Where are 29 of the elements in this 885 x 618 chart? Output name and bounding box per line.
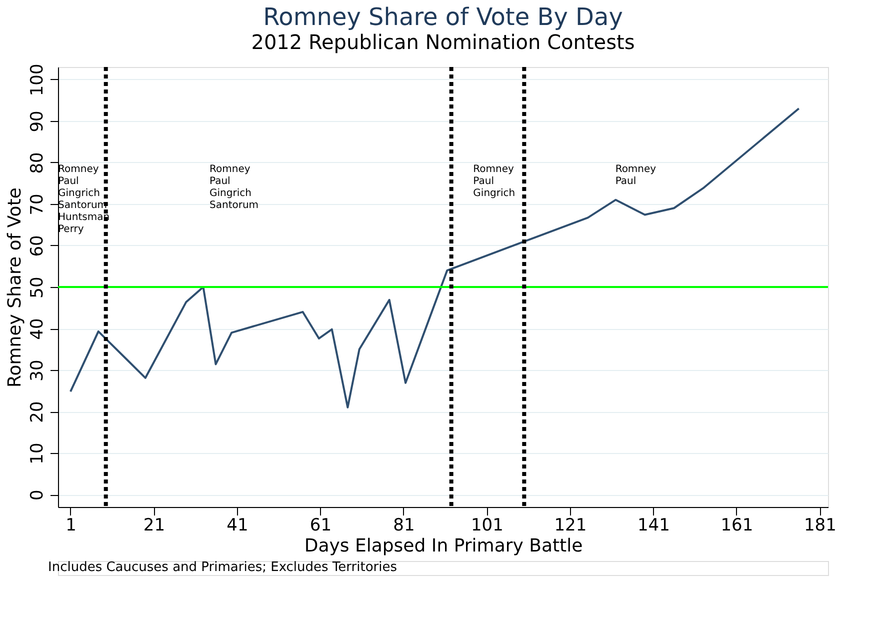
annotation: Romney Paul Gingrich Santorum	[210, 164, 259, 211]
x-tick-label: 41	[226, 516, 248, 536]
y-tick-label: 50	[28, 276, 48, 298]
x-tick-label: 161	[720, 516, 754, 536]
x-tick-label: 121	[554, 516, 587, 536]
x-tick-label: 101	[470, 516, 504, 536]
x-tick-label: 1	[66, 516, 76, 536]
text: Includes Caucuses and Primaries; Excludes Territories	[48, 560, 398, 575]
chart-title: Romney Share of Vote By Day	[263, 3, 623, 32]
y-tick-label: 80	[28, 152, 48, 174]
x-tick-label: 141	[637, 516, 670, 536]
y-axis-title: Romney Share of Vote	[4, 188, 26, 388]
x-tick-label: 181	[804, 516, 836, 536]
annotation: Romney Paul	[615, 164, 656, 187]
y-tick-label: 30	[28, 360, 48, 382]
y-tick-label: 0	[28, 490, 48, 500]
x-tick-label: 61	[310, 516, 332, 536]
annotation: Romney Paul Gingrich	[473, 164, 516, 199]
y-tick-label: 10	[28, 442, 48, 464]
x-tick-label: 21	[143, 516, 166, 536]
y-tick-label: 90	[28, 110, 48, 132]
y-tick-label: 70	[28, 194, 48, 216]
chart-subtitle: 2012 Republican Nomination Contests	[251, 30, 635, 54]
x-tick-label: 81	[393, 516, 415, 536]
y-tick-label: 20	[28, 401, 48, 423]
y-tick-label: 60	[28, 235, 48, 257]
x-axis-title: Days Elapsed In Primary Battle	[304, 536, 583, 556]
y-tick-label: 100	[28, 64, 48, 96]
y-tick-label: 40	[28, 318, 48, 340]
